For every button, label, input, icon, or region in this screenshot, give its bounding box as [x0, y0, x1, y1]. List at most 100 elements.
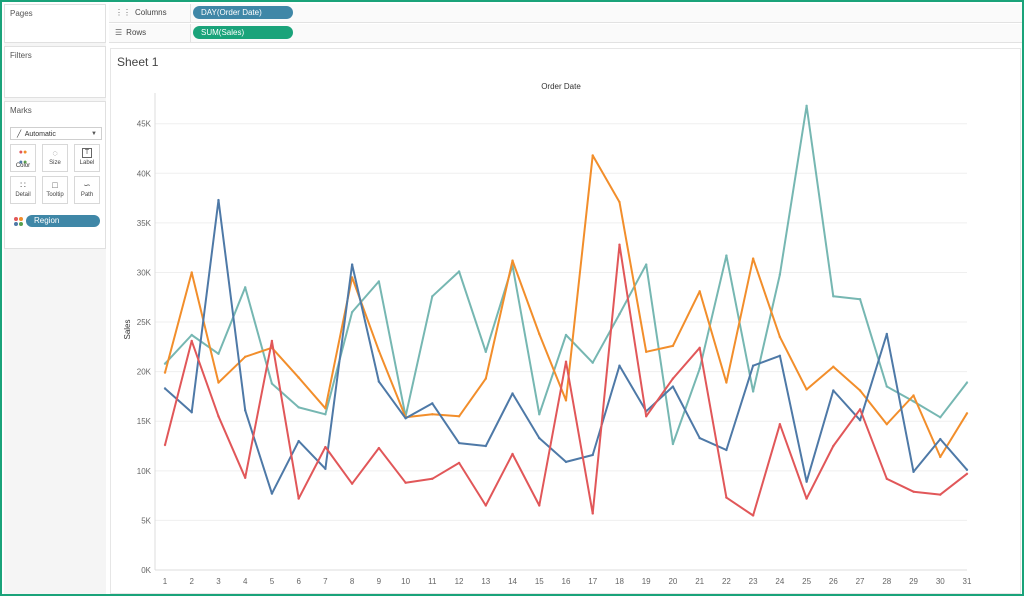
filters-card[interactable]: Filters [4, 46, 106, 98]
data-point[interactable] [671, 385, 675, 388]
data-point[interactable] [511, 259, 514, 262]
data-point[interactable] [484, 444, 487, 448]
data-point[interactable] [645, 350, 648, 354]
color-button[interactable]: ●● ●● [10, 144, 36, 172]
data-point[interactable] [270, 382, 274, 385]
detail-button[interactable]: ∷ Detail [10, 176, 36, 204]
data-point[interactable] [457, 415, 461, 418]
data-point[interactable] [350, 276, 354, 279]
data-point[interactable] [858, 389, 862, 392]
data-point[interactable] [377, 280, 381, 283]
data-point[interactable] [190, 411, 193, 414]
path-button[interactable]: ∽ Path [74, 176, 100, 204]
data-point[interactable] [564, 399, 568, 402]
data-point[interactable] [244, 355, 247, 358]
data-point[interactable] [217, 198, 220, 202]
data-point[interactable] [377, 446, 381, 450]
data-point[interactable] [778, 273, 782, 276]
mark-type-dropdown[interactable]: ╱ Automatic ▼ [10, 127, 102, 140]
data-point[interactable] [431, 413, 434, 416]
data-point[interactable] [591, 453, 594, 457]
data-point[interactable] [618, 364, 621, 367]
data-point[interactable] [163, 387, 167, 390]
data-point[interactable] [244, 409, 247, 412]
data-point[interactable] [431, 477, 434, 480]
data-point[interactable] [591, 512, 594, 515]
data-point[interactable] [778, 335, 782, 339]
data-point[interactable] [725, 254, 728, 257]
data-point[interactable] [939, 437, 942, 441]
data-point[interactable] [912, 470, 915, 474]
data-point[interactable] [564, 360, 568, 363]
data-point[interactable] [511, 452, 514, 456]
data-point[interactable] [324, 467, 327, 471]
data-point[interactable] [163, 443, 167, 447]
data-point[interactable] [538, 332, 541, 336]
data-point[interactable] [217, 415, 220, 418]
rows-pill[interactable]: SUM(Sales) [193, 26, 293, 39]
data-point[interactable] [484, 350, 487, 354]
data-point[interactable] [244, 286, 247, 289]
data-point[interactable] [858, 419, 862, 422]
rows-shelf[interactable]: ☰ Rows SUM(Sales) [109, 24, 1022, 43]
data-point[interactable] [671, 344, 675, 348]
data-point[interactable] [431, 295, 434, 298]
data-point[interactable] [591, 154, 594, 157]
data-point[interactable] [858, 408, 862, 411]
data-point[interactable] [297, 497, 300, 500]
data-point[interactable] [965, 468, 969, 472]
data-point[interactable] [297, 439, 300, 443]
data-point[interactable] [698, 290, 701, 293]
data-point[interactable] [190, 271, 193, 274]
data-point[interactable] [350, 482, 354, 485]
data-point[interactable] [431, 402, 434, 405]
data-point[interactable] [832, 444, 835, 448]
data-point[interactable] [217, 381, 220, 384]
data-point[interactable] [457, 461, 461, 465]
series-line-3[interactable] [164, 243, 968, 517]
data-point[interactable] [751, 257, 755, 260]
data-point[interactable] [564, 460, 568, 464]
data-point[interactable] [912, 394, 915, 397]
series-line-1[interactable] [164, 154, 968, 458]
data-point[interactable] [965, 381, 969, 384]
data-point[interactable] [698, 346, 701, 350]
data-point[interactable] [217, 352, 220, 355]
data-point[interactable] [698, 436, 701, 440]
data-point[interactable] [538, 504, 541, 507]
data-point[interactable] [270, 492, 274, 495]
data-point[interactable] [939, 493, 942, 496]
data-point[interactable] [725, 381, 728, 384]
data-point[interactable] [939, 416, 942, 419]
data-point[interactable] [377, 349, 381, 353]
data-point[interactable] [805, 388, 808, 391]
data-point[interactable] [591, 361, 594, 364]
data-point[interactable] [805, 104, 808, 108]
pages-card[interactable]: Pages [4, 4, 106, 43]
region-color-pill[interactable]: Region [26, 215, 100, 227]
series-line-2[interactable] [164, 199, 968, 495]
data-point[interactable] [564, 333, 568, 337]
data-point[interactable] [912, 490, 915, 493]
data-point[interactable] [538, 436, 541, 440]
data-point[interactable] [484, 504, 487, 507]
data-point[interactable] [377, 380, 381, 383]
data-point[interactable] [270, 339, 274, 343]
data-point[interactable] [832, 365, 835, 368]
data-point[interactable] [457, 441, 461, 445]
data-point[interactable] [538, 413, 541, 416]
data-point[interactable] [832, 295, 835, 298]
columns-shelf[interactable]: ⋮⋮ Columns DAY(Order Date) [109, 4, 1022, 23]
data-point[interactable] [725, 448, 728, 452]
data-point[interactable] [297, 406, 300, 409]
data-point[interactable] [484, 377, 487, 380]
data-point[interactable] [324, 407, 327, 410]
data-point[interactable] [645, 415, 648, 418]
data-point[interactable] [350, 263, 354, 266]
data-point[interactable] [404, 417, 407, 420]
data-point[interactable] [751, 514, 755, 517]
data-point[interactable] [618, 312, 621, 316]
tooltip-button[interactable]: □ Tooltip [42, 176, 68, 204]
data-point[interactable] [751, 390, 755, 393]
data-point[interactable] [618, 200, 621, 204]
